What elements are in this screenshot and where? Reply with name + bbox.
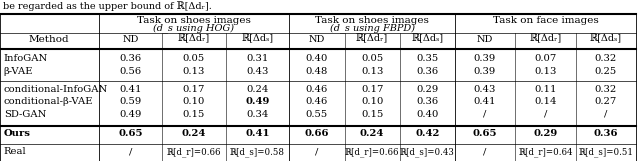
Text: 0.59: 0.59 [119, 97, 141, 106]
Text: ℝ[d_s]=0.51: ℝ[d_s]=0.51 [579, 147, 634, 156]
Text: 0.40: 0.40 [306, 54, 328, 63]
Text: 0.14: 0.14 [534, 97, 557, 106]
Text: 0.29: 0.29 [533, 129, 557, 138]
Text: Method: Method [29, 35, 70, 43]
Text: be regarded as the upper bound of ℝ[Δdᵣ].: be regarded as the upper bound of ℝ[Δdᵣ]… [3, 1, 211, 11]
Text: 0.35: 0.35 [416, 54, 438, 63]
Text: /: / [483, 147, 486, 156]
Text: ℝ[Δdₛ]: ℝ[Δdₛ] [411, 34, 444, 44]
Text: 0.43: 0.43 [246, 67, 269, 76]
Text: /: / [544, 110, 547, 119]
Text: 0.66: 0.66 [305, 129, 329, 138]
Text: 0.29: 0.29 [416, 85, 438, 94]
Text: ℝ[d_r]=0.66: ℝ[d_r]=0.66 [345, 147, 399, 156]
Text: 0.42: 0.42 [415, 129, 440, 138]
Text: Task on shoes images: Task on shoes images [137, 16, 251, 25]
Text: 0.39: 0.39 [474, 67, 496, 76]
Text: 0.49: 0.49 [245, 97, 270, 106]
Text: 0.15: 0.15 [183, 110, 205, 119]
Text: 0.46: 0.46 [306, 97, 328, 106]
Text: 0.25: 0.25 [595, 67, 617, 76]
Text: 0.36: 0.36 [593, 129, 618, 138]
Text: ℝ[Δdᵣ]: ℝ[Δdᵣ] [356, 34, 388, 44]
Text: /: / [604, 110, 607, 119]
Text: ND: ND [122, 35, 139, 43]
Text: 0.07: 0.07 [534, 54, 557, 63]
Text: /: / [316, 147, 319, 156]
Text: 0.13: 0.13 [183, 67, 205, 76]
Text: 0.48: 0.48 [306, 67, 328, 76]
Text: ℝ[d_s]=0.58: ℝ[d_s]=0.58 [230, 147, 285, 156]
Text: ℝ[d_r]=0.64: ℝ[d_r]=0.64 [518, 147, 573, 156]
Text: (d_s using HOG): (d_s using HOG) [154, 23, 234, 33]
Text: ℝ[Δdᵣ]: ℝ[Δdᵣ] [529, 34, 561, 44]
Text: Real: Real [4, 147, 26, 156]
Text: ℝ[Δdₛ]: ℝ[Δdₛ] [590, 34, 622, 44]
Text: 0.17: 0.17 [361, 85, 383, 94]
Text: 0.11: 0.11 [534, 85, 557, 94]
Text: 0.36: 0.36 [416, 97, 438, 106]
Text: conditional-β-VAE: conditional-β-VAE [4, 97, 93, 106]
Text: 0.41: 0.41 [119, 85, 141, 94]
Text: β-VAE: β-VAE [4, 67, 33, 76]
Text: 0.46: 0.46 [306, 85, 328, 94]
Text: ND: ND [477, 35, 493, 43]
Text: 0.32: 0.32 [595, 85, 617, 94]
Text: 0.41: 0.41 [474, 97, 496, 106]
Text: /: / [129, 147, 132, 156]
Text: 0.36: 0.36 [416, 67, 438, 76]
Text: ND: ND [308, 35, 325, 43]
Text: 0.43: 0.43 [474, 85, 496, 94]
Text: ℝ[d_r]=0.66: ℝ[d_r]=0.66 [167, 147, 221, 156]
Text: 0.55: 0.55 [306, 110, 328, 119]
Text: SD-GAN: SD-GAN [4, 110, 46, 119]
Text: ℝ[d_s]=0.43: ℝ[d_s]=0.43 [400, 147, 454, 156]
Text: 0.24: 0.24 [246, 85, 269, 94]
Text: 0.05: 0.05 [361, 54, 383, 63]
Text: 0.17: 0.17 [183, 85, 205, 94]
Text: 0.49: 0.49 [119, 110, 141, 119]
Text: 0.65: 0.65 [118, 129, 143, 138]
Text: ℝ[Δdᵣ]: ℝ[Δdᵣ] [178, 34, 210, 44]
Text: 0.10: 0.10 [361, 97, 383, 106]
Text: 0.32: 0.32 [595, 54, 617, 63]
Text: 0.24: 0.24 [360, 129, 384, 138]
Text: 0.13: 0.13 [361, 67, 383, 76]
Text: Task on face images: Task on face images [493, 16, 598, 25]
Text: 0.65: 0.65 [473, 129, 497, 138]
Text: 0.40: 0.40 [416, 110, 438, 119]
Text: 0.56: 0.56 [119, 67, 141, 76]
Text: Ours: Ours [4, 129, 31, 138]
Text: 0.05: 0.05 [183, 54, 205, 63]
Text: 0.41: 0.41 [245, 129, 270, 138]
Text: 0.39: 0.39 [474, 54, 496, 63]
Text: ℝ[Δdₛ]: ℝ[Δdₛ] [241, 34, 274, 44]
Text: 0.31: 0.31 [246, 54, 269, 63]
Text: 0.13: 0.13 [534, 67, 557, 76]
Text: /: / [483, 110, 486, 119]
Text: 0.15: 0.15 [361, 110, 383, 119]
Text: InfoGAN: InfoGAN [4, 54, 48, 63]
Text: 0.24: 0.24 [182, 129, 206, 138]
Text: Task on shoes images: Task on shoes images [315, 16, 429, 25]
Text: 0.34: 0.34 [246, 110, 269, 119]
Text: 0.10: 0.10 [183, 97, 205, 106]
Text: conditional-InfoGAN: conditional-InfoGAN [4, 85, 108, 94]
Text: 0.27: 0.27 [595, 97, 617, 106]
Text: (d_s using FBPD): (d_s using FBPD) [330, 23, 415, 33]
Text: 0.36: 0.36 [119, 54, 141, 63]
